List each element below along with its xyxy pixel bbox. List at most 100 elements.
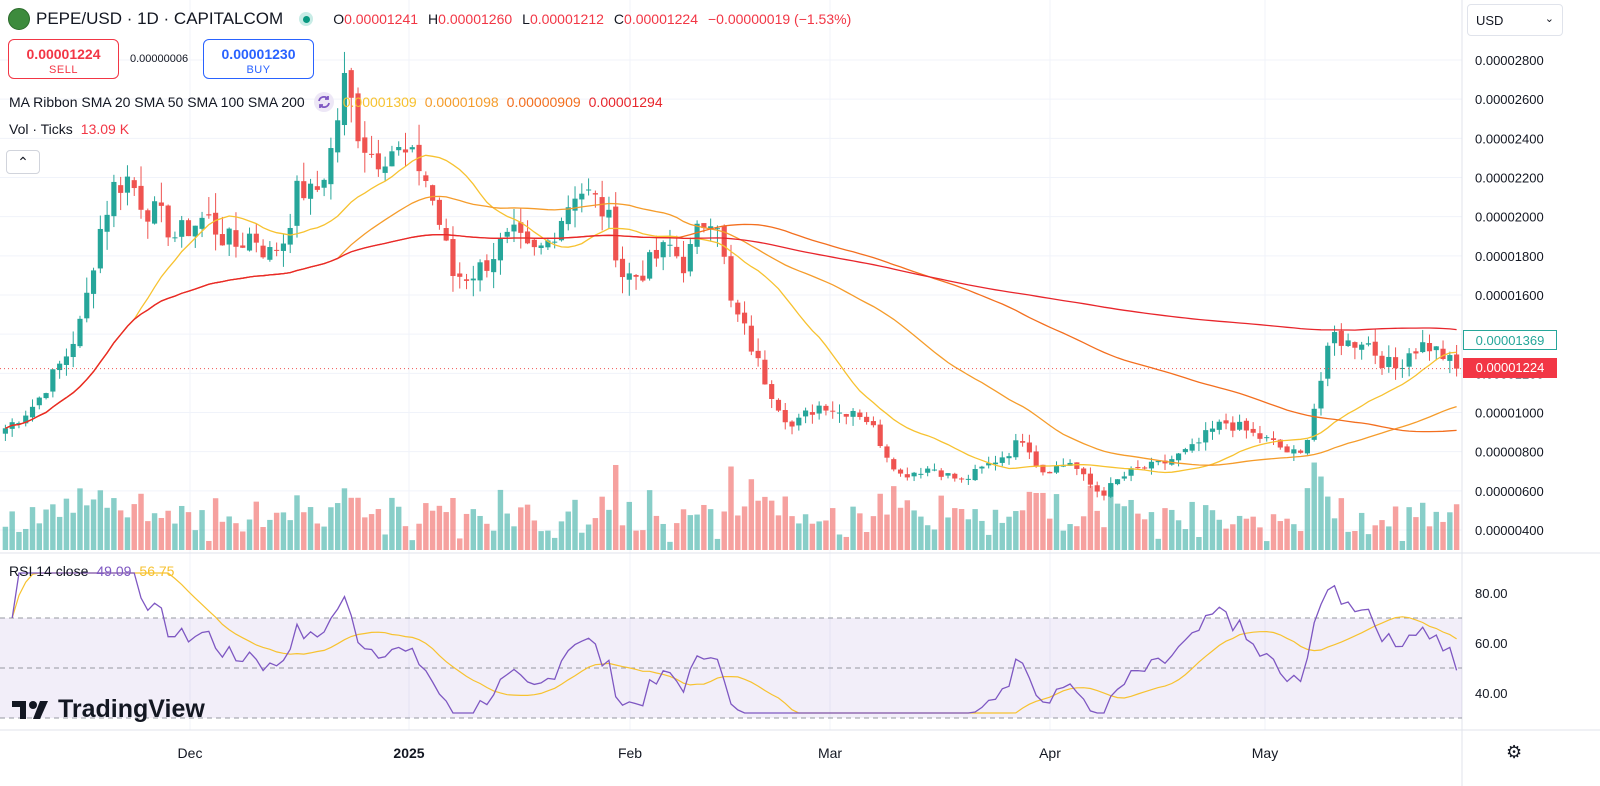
- candle-body: [1053, 465, 1060, 473]
- volume-bar: [619, 525, 626, 550]
- volume-bar: [219, 521, 226, 550]
- volume-bar: [1019, 510, 1026, 550]
- buy-button[interactable]: 0.00001230 BUY: [203, 39, 314, 79]
- candle-body: [918, 473, 924, 475]
- rsi-axis-label: 80.00: [1475, 586, 1508, 601]
- volume-bar: [450, 497, 456, 550]
- candle-body: [1006, 456, 1012, 459]
- pepe-coin-icon: [8, 8, 30, 30]
- candle-body: [1237, 421, 1243, 430]
- currency-value: USD: [1476, 13, 1504, 28]
- collapse-legend-button[interactable]: ⌃: [6, 150, 40, 174]
- volume-bar: [1264, 541, 1270, 550]
- candle-body: [484, 260, 490, 271]
- volume-bar: [1426, 526, 1433, 550]
- candle-body: [775, 399, 782, 411]
- volume-bar: [789, 516, 795, 550]
- volume-bar: [748, 479, 755, 550]
- volume-bar: [117, 510, 124, 550]
- ma-ribbon-legend[interactable]: MA Ribbon SMA 20 SMA 50 SMA 100 SMA 200 …: [9, 91, 663, 113]
- candle-body: [972, 469, 978, 481]
- volume-bar: [443, 512, 449, 550]
- volume-bar: [1277, 521, 1284, 550]
- candle-body: [246, 233, 253, 251]
- volume-bar: [721, 511, 727, 550]
- volume-bar: [334, 503, 341, 550]
- candle-body: [219, 234, 225, 246]
- high-value: 0.00001260: [438, 11, 513, 27]
- volume-bar: [226, 516, 232, 550]
- candle-body: [396, 147, 402, 151]
- volume-bar: [518, 507, 524, 550]
- low-value: 0.00001212: [529, 11, 604, 27]
- volume-bar: [952, 508, 958, 550]
- candle-body: [606, 209, 612, 218]
- volume-bar: [389, 497, 395, 550]
- volume-bar: [77, 488, 83, 550]
- volume-bar: [1392, 506, 1399, 550]
- candle-body: [1230, 422, 1236, 431]
- volume-bar: [497, 489, 504, 550]
- volume-bar: [850, 506, 856, 550]
- volume-bar: [50, 504, 56, 550]
- price-axis-label: 0.00002400: [1475, 131, 1544, 146]
- symbol-title[interactable]: PEPE/USD · 1D · CAPITALCOM: [36, 9, 284, 28]
- candle-body: [1040, 464, 1046, 473]
- candle-body: [735, 302, 741, 315]
- price-axis-label: 0.00000600: [1475, 484, 1544, 499]
- candle-body: [728, 256, 734, 301]
- candle-body: [50, 369, 56, 392]
- sync-icon[interactable]: [313, 91, 335, 113]
- volume-bar: [240, 531, 246, 550]
- volume-bar: [633, 530, 639, 550]
- volume-bar: [1162, 508, 1168, 550]
- rsi-legend[interactable]: RSI 14 close 49.09 56.75: [9, 563, 174, 579]
- candle-body: [714, 228, 721, 230]
- volume-bar: [775, 515, 782, 550]
- volume-bar: [97, 490, 104, 550]
- volume-bar: [2, 526, 9, 550]
- candle-body: [307, 183, 314, 199]
- volume-bar: [23, 528, 29, 550]
- volume-bar: [809, 523, 816, 550]
- currency-select[interactable]: USD ⌄: [1467, 4, 1563, 36]
- volume-bar: [457, 538, 463, 550]
- volume-legend[interactable]: Vol · Ticks 13.09 K: [9, 121, 129, 137]
- volume-bar: [124, 517, 131, 550]
- volume-bar: [667, 541, 673, 550]
- candle-body: [1094, 485, 1100, 492]
- volume-bar: [1325, 496, 1331, 550]
- settings-gear-icon[interactable]: ⚙: [1506, 742, 1523, 762]
- sell-button[interactable]: 0.00001224 SELL: [8, 39, 119, 79]
- volume-bar: [178, 505, 185, 550]
- tradingview-logo[interactable]: TradingView: [12, 695, 205, 724]
- candle-body: [1440, 348, 1446, 360]
- volume-bar: [84, 505, 90, 550]
- volume-bar: [870, 516, 877, 550]
- volume-bar: [1135, 513, 1141, 550]
- tradingview-logo-icon: [12, 700, 48, 719]
- volume-bar: [409, 540, 415, 550]
- candle-body: [619, 258, 626, 278]
- candle-body: [321, 179, 327, 188]
- candle-body: [118, 185, 124, 193]
- candle-body: [1284, 446, 1290, 453]
- candle-body: [145, 210, 151, 222]
- volume-bar: [1223, 528, 1229, 550]
- candle-body: [1359, 344, 1365, 350]
- candle-body: [816, 405, 822, 414]
- candle-body: [667, 244, 673, 246]
- candle-body: [647, 252, 653, 279]
- volume-bar: [1386, 526, 1392, 550]
- candle-body: [741, 312, 748, 324]
- candle-body: [1352, 342, 1358, 348]
- volume-bar: [741, 506, 748, 550]
- candle-body: [294, 180, 300, 226]
- candle-body: [280, 243, 287, 251]
- last-price-label: 0.00001224: [1463, 358, 1557, 378]
- candle-body: [931, 469, 938, 471]
- volume-bar: [1047, 518, 1053, 550]
- volume-bar: [823, 520, 829, 550]
- volume-bar: [151, 513, 158, 550]
